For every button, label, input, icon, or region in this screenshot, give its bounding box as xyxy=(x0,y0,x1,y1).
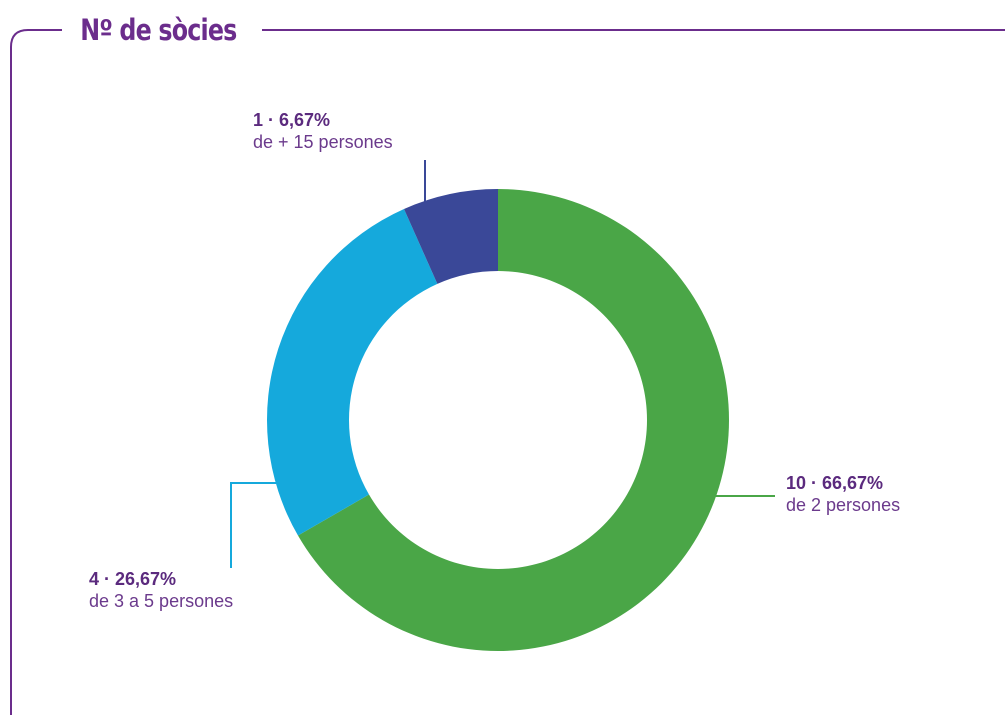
donut-slice-de-3-a-5-persones xyxy=(267,208,438,536)
donut-slices xyxy=(267,189,729,651)
donut-slice-de-2-persones xyxy=(297,189,729,651)
leader-lines xyxy=(230,160,775,568)
slice-category-label: de + 15 persones xyxy=(253,132,393,152)
section-title: Nº de sòcies xyxy=(77,8,240,52)
slice-category-label: de 2 persones xyxy=(786,495,901,515)
leader-line-de-3-a-5-persones xyxy=(230,482,297,568)
donut-slice-de-15-persones xyxy=(404,189,498,284)
slice-value-label: 10 · 66,67% xyxy=(786,473,884,493)
slice-value-label: 1 · 6,67% xyxy=(253,110,331,130)
slice-category-label: de 3 a 5 persones xyxy=(89,591,234,611)
slice-label-de-2-persones: 10 · 66,67% de 2 persones xyxy=(786,472,900,516)
slice-label-de-3-a-5-persones: 4 · 26,67% de 3 a 5 persones xyxy=(89,568,233,612)
slice-value-label: 4 · 26,67% xyxy=(89,569,177,589)
slice-label-de-15-persones: 1 · 6,67% de + 15 persones xyxy=(253,109,393,153)
